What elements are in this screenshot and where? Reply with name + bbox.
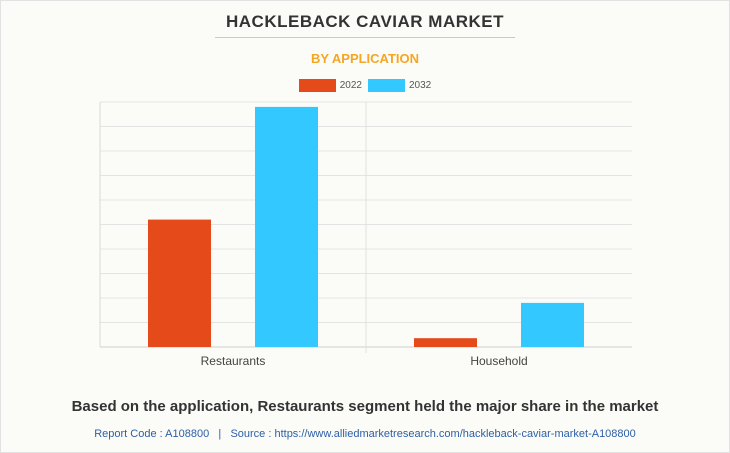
bar-chart: Restaurants Household [99,101,632,368]
legend-label-2032: 2032 [409,80,432,91]
title-divider [215,37,515,38]
legend-label-2022: 2022 [339,80,362,91]
source-link[interactable]: Source : https://www.alliedmarketresearc… [230,428,636,440]
legend: 2022 2032 [0,79,730,92]
legend-item-2032: 2032 [368,79,431,92]
bar-household-2022 [414,338,477,347]
legend-item-2022: 2022 [298,79,362,92]
x-tick-label: Restaurants [201,354,266,368]
chart-title: HACKLEBACK CAVIAR MARKET [225,12,504,31]
chart-subtitle: BY APPLICATION [310,51,420,66]
source-separator: | [218,428,222,440]
x-tick-label: Household [470,354,527,368]
bar-restaurants-2032 [255,106,318,348]
legend-swatch-2022 [298,79,336,92]
bar-restaurants-2022 [148,219,211,347]
report-code: Report Code : A108800 [94,428,210,440]
chart-caption: Based on the application, Restaurants se… [71,398,659,415]
source-line: Report Code : A108800 | Source : https:/… [0,428,730,440]
legend-swatch-2032 [368,79,405,92]
bar-household-2032 [521,302,584,347]
